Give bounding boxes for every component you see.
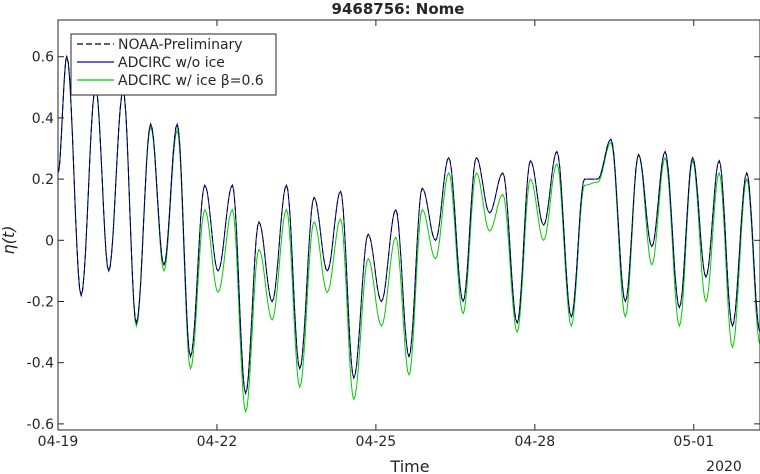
y-axis-label: η(t) (0, 226, 18, 255)
y-tick-label: -0.6 (27, 417, 54, 433)
legend-label-ice: ADCIRC w/ ice β=0.6 (118, 73, 264, 89)
x-tick-label: 04-19 (38, 434, 79, 450)
chart-title: 9468756: Nome (332, 0, 465, 18)
y-tick-label: 0.6 (32, 50, 54, 66)
legend-label-noaa: NOAA-Preliminary (118, 37, 243, 53)
x-tick-label: 04-28 (514, 434, 555, 450)
legend: NOAA-Preliminary ADCIRC w/o ice ADCIRC w… (70, 33, 277, 96)
series-layer (58, 54, 760, 414)
legend-label-no-ice: ADCIRC w/o ice (118, 55, 225, 71)
y-tick-label: -0.2 (27, 294, 54, 310)
y-tick-label: 0.2 (32, 172, 54, 188)
series-line-noaa (58, 54, 760, 396)
x-axis-secondary-label: 2020 (706, 459, 742, 474)
x-axis-label: Time (389, 457, 429, 474)
y-tick-label: 0.4 (32, 111, 54, 127)
axes-box (57, 19, 760, 431)
y-tick-label: 0 (45, 233, 54, 249)
ticks-layer: -0.6 -0.4 -0.2 0 0.2 0.4 0.6 04-19 04-22 04-25 04-… (27, 20, 760, 450)
x-tick-label: 04-25 (356, 434, 397, 450)
x-tick-label: 05-01 (673, 434, 714, 450)
y-tick-label: -0.4 (27, 356, 54, 372)
x-tick-label: 04-22 (197, 434, 238, 450)
